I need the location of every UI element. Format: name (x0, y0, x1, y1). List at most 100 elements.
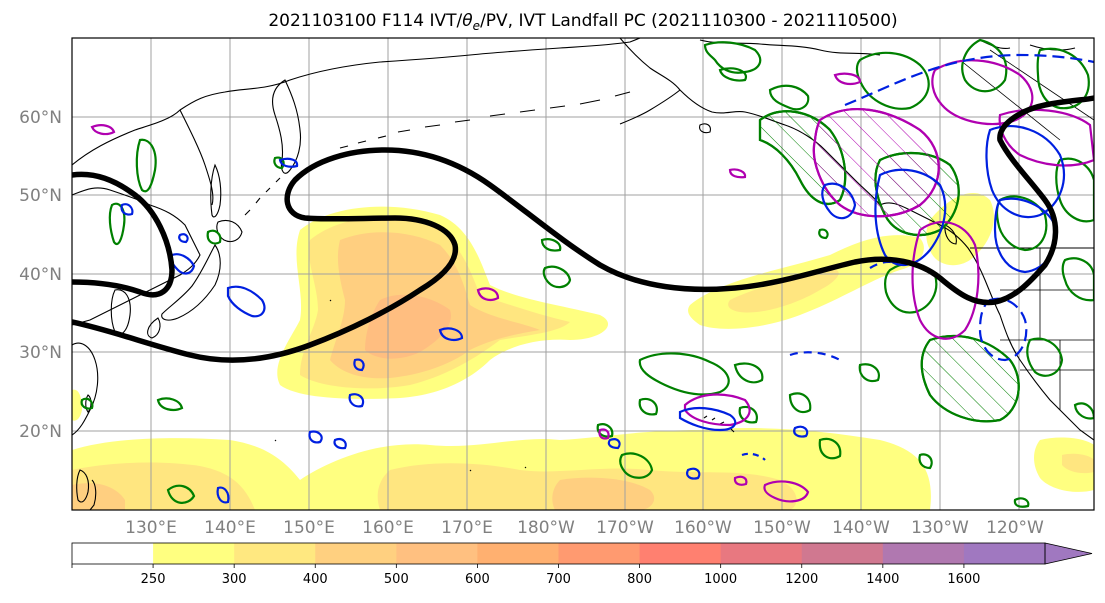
japan-honshu (161, 243, 221, 321)
colorbar-cell (801, 543, 884, 564)
alaska-peninsula (619, 89, 681, 125)
sea-of-okhotsk-coast (179, 109, 214, 206)
colorbar-cell (153, 543, 235, 564)
colorbar-tick-label: 400 (303, 572, 328, 587)
asia-inner-coast (72, 187, 201, 326)
pv-pos-3 (998, 108, 1094, 167)
graticule (72, 38, 1094, 510)
theta-e-small-2 (542, 265, 572, 289)
lon-label-160w: 160°W (674, 518, 732, 538)
colorbar-tick-label: 1000 (704, 572, 737, 587)
lon-label-130w: 130°W (911, 518, 969, 538)
pv-pos-7 (476, 287, 500, 301)
ivt-shading (72, 192, 1094, 510)
china-coast (72, 342, 99, 436)
ivt-south-400b (552, 477, 655, 510)
ivt-east-300 (728, 269, 839, 313)
colorbar-cell (882, 543, 965, 564)
ivt-east-south-300 (1062, 453, 1094, 474)
lat-label-20n: 20°N (19, 422, 62, 442)
ivt-pc-main (72, 95, 1094, 363)
pv-pos-9 (763, 480, 810, 503)
colorbar-cell (315, 543, 397, 564)
lon-label-150e: 150°E (283, 518, 335, 538)
theta-e-mid-5 (638, 397, 658, 416)
philippines-2 (89, 479, 97, 510)
theta-e-mid-3 (858, 363, 880, 383)
pv-neg-asia-4 (178, 233, 189, 244)
theta-e-asia-4 (273, 156, 285, 170)
colorbar-tick-label: 300 (222, 572, 247, 587)
taiwan (85, 394, 92, 413)
lon-label-120w: 120°W (986, 518, 1044, 538)
theta-e-asia-3 (206, 229, 222, 245)
pv-pos-1 (812, 108, 940, 218)
pv-pos-5 (833, 72, 862, 86)
pv-pos-6 (728, 168, 747, 179)
ivt-south-400 (72, 483, 125, 510)
lat-label-50n: 50°N (19, 186, 62, 206)
pv-neg-2 (985, 125, 1065, 219)
pv-pos-12 (90, 124, 116, 136)
colorbar-tick-label: 1400 (866, 572, 899, 587)
colorbar-tick-label: 1200 (785, 572, 818, 587)
theta-e-small-3 (818, 228, 829, 240)
pv-neg-dash-4 (869, 260, 899, 269)
kuril-islands (244, 177, 281, 216)
map-frame (71, 37, 1095, 511)
colorbar: 250 300 400 500 600 700 800 1000 1200 1400 1600 (71, 542, 1093, 587)
colorbar-cell (396, 543, 478, 564)
theta-e-mid-1 (638, 352, 730, 396)
chart-title: 2021103100 F114 IVT/θe/PV, IVT Landfall … (268, 11, 897, 33)
pv-neg-mid-1 (438, 327, 464, 341)
theta-e-west-2 (166, 484, 196, 504)
pv-neg-mid-3 (353, 358, 365, 372)
lat-label-40n: 40°N (19, 265, 62, 285)
colorbar-cell (720, 543, 803, 564)
lat-label-60n: 60°N (19, 108, 62, 128)
lon-label-130e: 130°E (125, 518, 177, 538)
pv-neg-dash-2 (978, 297, 1028, 362)
theta-e-south-3 (918, 453, 933, 470)
pv-neg-dash-5 (741, 452, 766, 461)
colorbar-extend-arrow (1044, 542, 1093, 565)
pv-neg-asia-5 (278, 157, 299, 168)
japan-kyushu (147, 317, 161, 339)
theta-e-coast-5 (1061, 257, 1094, 302)
pv-neg-asia-3 (120, 203, 134, 216)
lon-label-140w: 140°W (832, 518, 890, 538)
pv-neg-dash-3 (789, 351, 841, 361)
theta-e-west-1 (156, 397, 184, 411)
pv-neg-dash-1 (844, 53, 1094, 107)
colorbar-tick-label: 800 (627, 572, 652, 587)
canada-lines (959, 49, 1094, 141)
asia-coast (72, 38, 641, 166)
pv-neg-mid-10 (686, 467, 701, 480)
theta-e-north-2 (718, 67, 748, 82)
pv-neg-mid-2 (348, 393, 365, 408)
pv-neg-3 (993, 197, 1058, 274)
lon-labels: 130°E 140°E 150°E 160°E 170°E 180°W 170°… (125, 518, 1044, 538)
pv-neg-1 (874, 168, 947, 266)
colorbar-cell (234, 543, 316, 564)
sakhalin (210, 163, 222, 218)
colorbar-cell (72, 543, 154, 564)
kamchatka (271, 79, 302, 174)
lon-label-150w: 150°W (753, 518, 811, 538)
aleutian-islands (339, 91, 631, 149)
ivt-landfall-pc (72, 95, 1094, 363)
colorbar-tick-label: 1600 (947, 572, 980, 587)
colorbar-tick-label: 700 (546, 572, 571, 587)
theta-e-southeast (1073, 402, 1094, 420)
theta-e-south-4 (1013, 497, 1030, 508)
us-coast (999, 314, 1094, 441)
hawaii (703, 415, 735, 433)
pv-pos-11 (598, 428, 610, 440)
theta-e-mid-2 (733, 362, 764, 384)
pacific-islets (274, 299, 527, 472)
lat-label-30n: 30°N (19, 343, 62, 363)
theta-e-mid-7 (619, 452, 654, 479)
ivt-pc-west-upper (72, 171, 175, 298)
colorbar-tick-label: 500 (384, 572, 409, 587)
